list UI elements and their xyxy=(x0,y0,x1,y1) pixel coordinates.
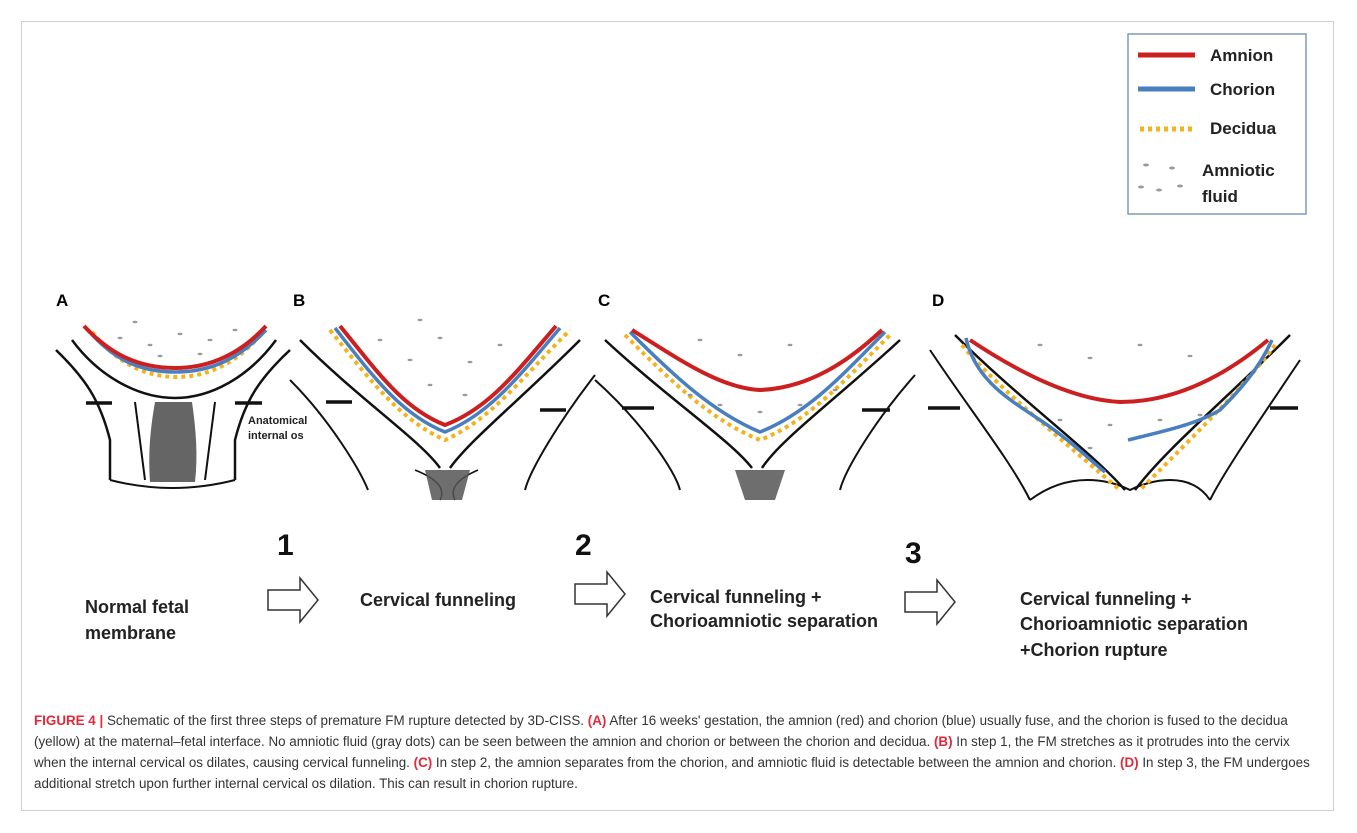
step-arrow-1 xyxy=(267,575,319,625)
legend-decidua-label: Decidua xyxy=(1210,119,1277,138)
step-number-1: 1 xyxy=(277,529,294,562)
panel-letter-b: B xyxy=(293,291,305,310)
panel-letter-a: A xyxy=(56,291,68,310)
legend-amnion-label: Amnion xyxy=(1210,46,1273,65)
panel-b-illustration xyxy=(289,318,596,501)
caption-text-c: In step 2, the amnion separates from the… xyxy=(432,755,1121,770)
diagram: Amnion Chorion Decidua Amniotic fluid A … xyxy=(55,33,1307,660)
figure-label: FIGURE 4 | xyxy=(34,713,104,728)
stage-b-label-1: Cervical funneling xyxy=(360,590,516,610)
legend-fluid-label-2: fluid xyxy=(1202,187,1238,206)
internal-os-label-2: internal os xyxy=(248,430,304,442)
stage-c-label-2: Chorioamniotic separation xyxy=(650,611,878,631)
figure-caption: FIGURE 4 | Schematic of the first three … xyxy=(34,710,1324,794)
legend-fluid-label-1: Amniotic xyxy=(1202,161,1275,180)
panel-c-illustration xyxy=(594,328,916,500)
stage-d-label-1: Cervical funneling + xyxy=(1020,589,1192,609)
caption-tag-d: (D) xyxy=(1120,755,1139,770)
caption-text-a: After 16 weeks' gestation, the amnion (r… xyxy=(34,713,1288,749)
caption-text-d: In step 3, the FM undergoes additional s… xyxy=(34,755,1310,791)
panel-a-illustration xyxy=(55,320,291,489)
panel-letter-d: D xyxy=(932,291,944,310)
stage-c-label-1: Cervical funneling + xyxy=(650,587,822,607)
legend-fluid-swatch xyxy=(1138,163,1183,192)
step-number-3: 3 xyxy=(905,537,922,570)
caption-intro: Schematic of the first three steps of pr… xyxy=(103,713,588,728)
step-arrow-2 xyxy=(574,569,626,619)
legend-box xyxy=(1127,33,1307,215)
step-arrow-3 xyxy=(904,577,956,627)
stage-d-label-3: +Chorion rupture xyxy=(1020,640,1168,660)
internal-os-label-1: Anatomical xyxy=(248,415,307,427)
panel-d-illustration xyxy=(928,334,1301,501)
caption-tag-a: (A) xyxy=(587,713,607,728)
stage-a-label-2: membrane xyxy=(85,623,176,643)
step-number-2: 2 xyxy=(575,529,592,562)
figure-frame xyxy=(21,21,1334,811)
legend-chorion-label: Chorion xyxy=(1210,80,1275,99)
legend: Amnion Chorion Decidua Amniotic fluid xyxy=(1127,33,1307,215)
caption-tag-c: (C) xyxy=(413,755,433,770)
panel-letter-c: C xyxy=(598,291,610,310)
stage-d-label-2: Chorioamniotic separation xyxy=(1020,614,1248,634)
caption-tag-b: (B) xyxy=(933,734,953,749)
stage-a-label-1: Normal fetal xyxy=(85,597,189,617)
caption-text-b: In step 1, the FM stretches as it protru… xyxy=(34,734,1290,770)
